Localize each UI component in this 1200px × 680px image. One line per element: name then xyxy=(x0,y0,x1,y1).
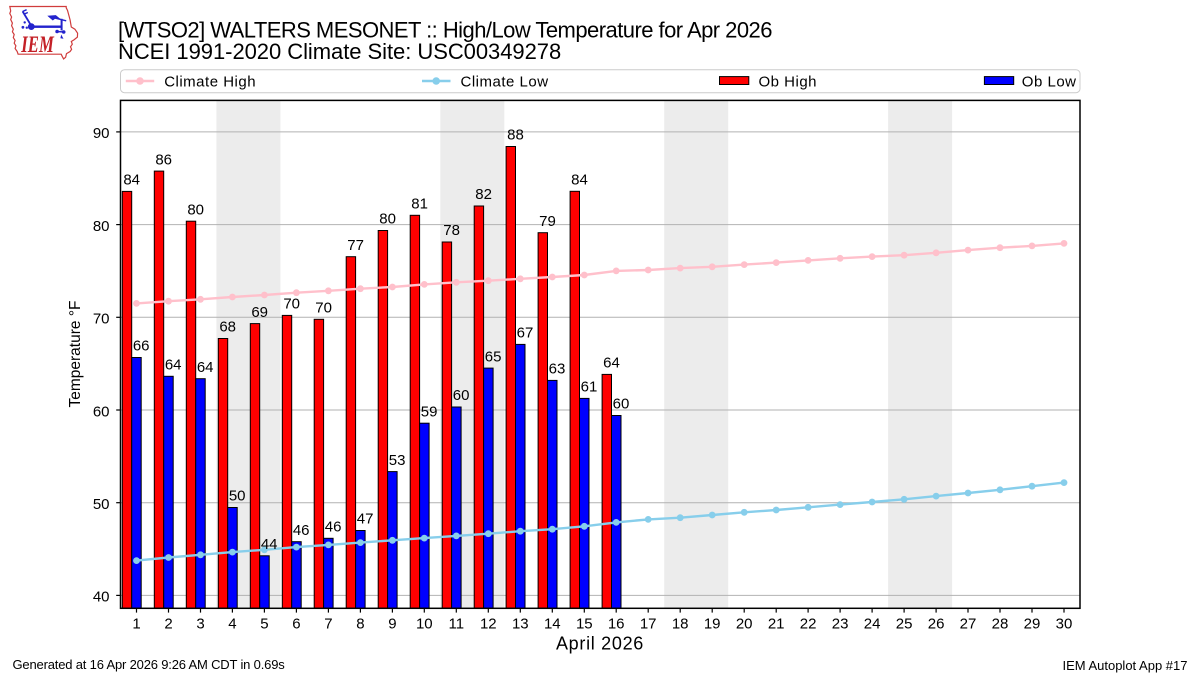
svg-text:53: 53 xyxy=(389,452,406,469)
svg-text:44: 44 xyxy=(261,536,278,553)
svg-text:13: 13 xyxy=(512,616,529,633)
svg-text:64: 64 xyxy=(197,359,214,376)
svg-text:60: 60 xyxy=(613,396,630,413)
svg-text:Ob Low: Ob Low xyxy=(1022,73,1077,90)
svg-text:82: 82 xyxy=(475,186,492,203)
svg-text:16: 16 xyxy=(608,616,625,633)
svg-text:40: 40 xyxy=(93,589,110,606)
svg-text:21: 21 xyxy=(768,616,785,633)
svg-text:5: 5 xyxy=(260,616,268,633)
svg-text:4: 4 xyxy=(228,616,236,633)
svg-text:15: 15 xyxy=(576,616,593,633)
svg-text:46: 46 xyxy=(293,522,310,539)
svg-text:12: 12 xyxy=(480,616,497,633)
svg-text:66: 66 xyxy=(133,338,150,355)
svg-text:78: 78 xyxy=(443,222,460,239)
svg-text:47: 47 xyxy=(357,511,374,528)
svg-text:14: 14 xyxy=(544,616,561,633)
svg-text:Generated at 16 Apr 2026 9:26: Generated at 16 Apr 2026 9:26 AM CDT in … xyxy=(13,657,286,672)
svg-text:28: 28 xyxy=(992,616,1009,633)
svg-text:81: 81 xyxy=(411,196,428,213)
svg-text:67: 67 xyxy=(517,325,534,342)
svg-text:59: 59 xyxy=(421,403,438,420)
svg-text:80: 80 xyxy=(93,218,110,235)
svg-text:80: 80 xyxy=(187,201,204,218)
svg-text:64: 64 xyxy=(165,357,182,374)
svg-text:50: 50 xyxy=(93,496,110,513)
svg-text:27: 27 xyxy=(960,616,977,633)
svg-text:64: 64 xyxy=(603,355,620,372)
svg-text:68: 68 xyxy=(219,319,236,336)
svg-text:90: 90 xyxy=(93,125,110,142)
svg-text:80: 80 xyxy=(379,211,396,228)
svg-text:24: 24 xyxy=(864,616,881,633)
svg-text:NCEI 1991-2020 Climate Site: U: NCEI 1991-2020 Climate Site: USC00349278 xyxy=(118,39,561,64)
svg-text:Climate Low: Climate Low xyxy=(461,73,549,90)
svg-text:Temperature °F: Temperature °F xyxy=(67,301,84,408)
svg-text:IEM: IEM xyxy=(21,32,55,57)
svg-text:65: 65 xyxy=(485,348,502,365)
svg-text:10: 10 xyxy=(416,616,433,633)
svg-text:23: 23 xyxy=(832,616,849,633)
svg-text:61: 61 xyxy=(581,379,598,396)
svg-text:6: 6 xyxy=(292,616,300,633)
svg-text:[WTSO2] WALTERS MESONET :: Hig: [WTSO2] WALTERS MESONET :: High/Low Temp… xyxy=(118,17,772,42)
svg-text:8: 8 xyxy=(356,616,364,633)
svg-text:April 2026: April 2026 xyxy=(556,633,644,653)
svg-text:Ob High: Ob High xyxy=(759,73,818,90)
svg-text:19: 19 xyxy=(704,616,721,633)
svg-text:26: 26 xyxy=(928,616,945,633)
svg-text:46: 46 xyxy=(325,519,342,536)
svg-text:69: 69 xyxy=(251,304,268,321)
svg-text:20: 20 xyxy=(736,616,753,633)
svg-text:63: 63 xyxy=(549,361,566,378)
svg-text:50: 50 xyxy=(229,488,246,505)
svg-text:86: 86 xyxy=(155,151,172,168)
svg-text:79: 79 xyxy=(539,213,556,230)
svg-text:Climate High: Climate High xyxy=(164,73,256,90)
svg-text:3: 3 xyxy=(196,616,204,633)
svg-text:1: 1 xyxy=(132,616,140,633)
svg-text:70: 70 xyxy=(315,300,332,317)
svg-text:7: 7 xyxy=(324,616,332,633)
svg-text:60: 60 xyxy=(453,387,470,404)
svg-text:84: 84 xyxy=(571,172,588,189)
svg-text:70: 70 xyxy=(93,311,110,328)
svg-text:30: 30 xyxy=(1056,616,1073,633)
svg-text:2: 2 xyxy=(164,616,172,633)
svg-text:11: 11 xyxy=(449,616,465,633)
svg-text:70: 70 xyxy=(283,296,300,313)
svg-text:9: 9 xyxy=(388,616,396,633)
svg-text:84: 84 xyxy=(123,172,140,189)
svg-text:77: 77 xyxy=(347,237,364,254)
svg-text:17: 17 xyxy=(640,616,657,633)
svg-text:60: 60 xyxy=(93,403,110,420)
svg-text:22: 22 xyxy=(800,616,817,633)
svg-text:18: 18 xyxy=(672,616,689,633)
svg-text:25: 25 xyxy=(896,616,913,633)
svg-text:IEM Autoplot App #17: IEM Autoplot App #17 xyxy=(1062,658,1187,673)
svg-text:29: 29 xyxy=(1024,616,1041,633)
svg-text:88: 88 xyxy=(507,127,524,144)
